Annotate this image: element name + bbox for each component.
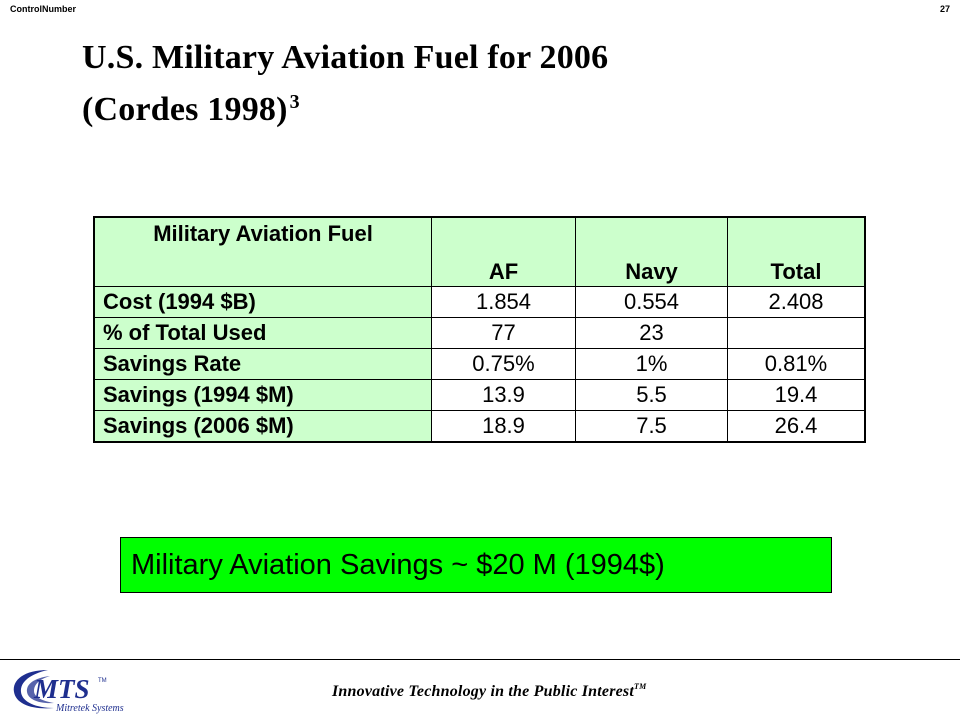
- cell-af: 18.9: [431, 410, 576, 443]
- cell-af: 0.75%: [431, 348, 576, 380]
- table-row: Savings (2006 $M) 18.9 7.5 26.4: [93, 410, 866, 443]
- row-label: % of Total Used: [93, 317, 432, 349]
- column-header-af: AF: [431, 216, 576, 287]
- cell-total: 26.4: [727, 410, 866, 443]
- logo-text: MTS: [33, 674, 90, 704]
- page-number: 27: [939, 4, 950, 14]
- cell-af: 1.854: [431, 286, 576, 318]
- footer-tagline: Innovative Technology in the Public Inte…: [332, 682, 646, 701]
- tagline-tm: TM: [634, 682, 647, 691]
- cell-navy: 1%: [575, 348, 728, 380]
- cell-total: 2.408: [727, 286, 866, 318]
- table-row: Savings (1994 $M) 13.9 5.5 19.4: [93, 379, 866, 411]
- logo-swoosh-inner: [26, 676, 54, 704]
- cell-navy: 23: [575, 317, 728, 349]
- row-label: Cost (1994 $B): [93, 286, 432, 318]
- column-header-navy: Navy: [575, 216, 728, 287]
- table-caption: Military Aviation Fuel: [93, 216, 432, 287]
- title-line-1: U.S. Military Aviation Fuel for 2006: [82, 39, 609, 76]
- logo-subtitle: Mitretek Systems: [55, 703, 124, 714]
- cell-total: 19.4: [727, 379, 866, 411]
- logo-swoosh-outer: [13, 670, 54, 709]
- title-line-2: (Cordes 1998): [82, 91, 288, 128]
- cell-total: 0.81%: [727, 348, 866, 380]
- table-row: Savings Rate 0.75% 1% 0.81%: [93, 348, 866, 380]
- cell-navy: 0.554: [575, 286, 728, 318]
- table-row: % of Total Used 77 23: [93, 317, 866, 349]
- row-label: Savings (2006 $M): [93, 410, 432, 443]
- savings-callout: Military Aviation Savings ~ $20 M (1994$…: [120, 537, 832, 593]
- footer-divider: [0, 659, 960, 660]
- cell-navy: 5.5: [575, 379, 728, 411]
- fuel-table: Military Aviation Fuel AF Navy Total Cos…: [93, 216, 866, 443]
- control-number-label: ControlNumber: [10, 4, 76, 14]
- slide-title: U.S. Military Aviation Fuel for 2006 (Cor…: [82, 36, 608, 132]
- table-row: Cost (1994 $B) 1.854 0.554 2.408: [93, 286, 866, 318]
- row-label: Savings (1994 $M): [93, 379, 432, 411]
- row-label: Savings Rate: [93, 348, 432, 380]
- title-footnote-mark: 3: [289, 91, 300, 113]
- logo-tm: TM: [98, 678, 107, 684]
- cell-af: 13.9: [431, 379, 576, 411]
- cell-navy: 7.5: [575, 410, 728, 443]
- cell-total: [727, 317, 866, 349]
- table-header-row: Military Aviation Fuel AF Navy Total: [93, 216, 866, 287]
- column-header-total: Total: [727, 216, 866, 287]
- cell-af: 77: [431, 317, 576, 349]
- mts-logo: MTS TM Mitretek Systems: [13, 670, 124, 714]
- tagline-text: Innovative Technology in the Public Inte…: [332, 683, 634, 700]
